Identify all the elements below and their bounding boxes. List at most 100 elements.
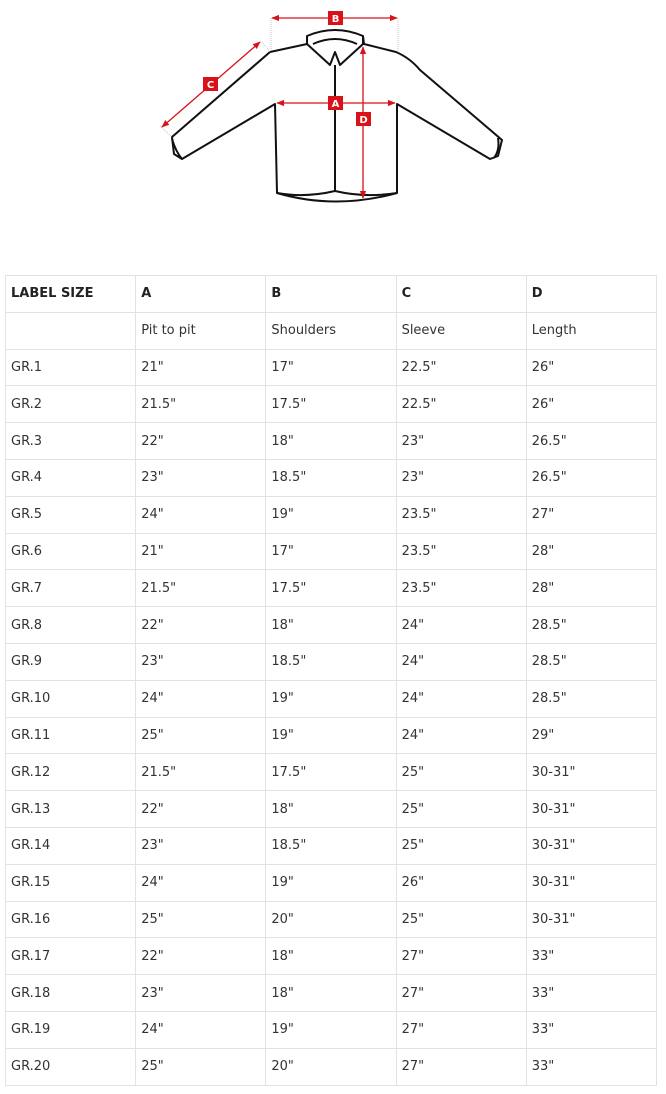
table-row: GR.8 22" 18" 24" 28.5"	[4, 606, 658, 644]
table-row: GR.12 21.5" 17.5" 25" 30-31"	[4, 753, 658, 792]
cell-sleeve: 25"	[395, 790, 527, 828]
cell-length: 26"	[525, 385, 658, 424]
subheader-length: Length	[525, 311, 658, 350]
cell-sleeve: 27"	[395, 1010, 527, 1049]
cell-sleeve: 25"	[395, 753, 527, 792]
cell-sleeve: 23.5"	[395, 495, 527, 534]
subheader-pit-to-pit: Pit to pit	[135, 311, 267, 350]
table-row: GR.3 22" 18" 23" 26.5"	[4, 422, 658, 460]
cell-pit-to-pit: 22"	[135, 937, 267, 976]
cell-shoulders: 17.5"	[265, 569, 397, 608]
cell-sleeve: 24"	[395, 606, 527, 644]
cell-size: GR.3	[4, 422, 137, 460]
cell-pit-to-pit: 21"	[135, 532, 267, 571]
cell-pit-to-pit: 22"	[135, 790, 267, 828]
cell-pit-to-pit: 25"	[135, 716, 267, 755]
cell-size: GR.8	[4, 606, 137, 644]
cell-pit-to-pit: 24"	[135, 863, 267, 902]
cell-size: GR.4	[4, 458, 137, 497]
cell-size: GR.1	[4, 348, 137, 387]
cell-pit-to-pit: 23"	[135, 642, 267, 681]
cell-shoulders: 19"	[265, 1010, 397, 1049]
guide-lines	[159, 18, 399, 138]
cell-sleeve: 24"	[395, 716, 527, 755]
table-row: GR.19 24" 19" 27" 33"	[4, 1010, 658, 1049]
cell-length: 33"	[525, 1047, 658, 1086]
cell-sleeve: 25"	[395, 900, 527, 939]
cell-sleeve: 24"	[395, 642, 527, 681]
cell-pit-to-pit: 24"	[135, 1010, 267, 1049]
table-row: GR.1 21" 17" 22.5" 26"	[4, 348, 658, 387]
table-subheader-row: Pit to pit Shoulders Sleeve Length	[4, 311, 658, 350]
cell-sleeve: 22.5"	[395, 385, 527, 424]
cell-shoulders: 18"	[265, 974, 397, 1012]
table-row: GR.14 23" 18.5" 25" 30-31"	[4, 826, 658, 865]
cell-sleeve: 27"	[395, 974, 527, 1012]
cell-length: 28"	[525, 569, 658, 608]
cell-pit-to-pit: 21.5"	[135, 569, 267, 608]
cell-length: 29"	[525, 716, 658, 755]
cell-shoulders: 18"	[265, 606, 397, 644]
cell-size: GR.5	[4, 495, 137, 534]
subheader-empty	[4, 311, 137, 350]
svg-text:C: C	[207, 80, 214, 91]
cell-length: 28.5"	[525, 679, 658, 718]
shirt-measurement-diagram: B A C D	[159, 11, 503, 203]
table-row: GR.11 25" 19" 24" 29"	[4, 716, 658, 755]
cell-sleeve: 22.5"	[395, 348, 527, 387]
cell-length: 30-31"	[525, 900, 658, 939]
cell-shoulders: 18.5"	[265, 458, 397, 497]
cell-size: GR.7	[4, 569, 137, 608]
cell-length: 26.5"	[525, 422, 658, 460]
cell-shoulders: 17"	[265, 348, 397, 387]
cell-shoulders: 18"	[265, 790, 397, 828]
cell-size: GR.11	[4, 716, 137, 755]
measure-label-a: A	[328, 96, 343, 110]
cell-size: GR.10	[4, 679, 137, 718]
cell-length: 33"	[525, 937, 658, 976]
cell-length: 30-31"	[525, 753, 658, 792]
cell-shoulders: 18.5"	[265, 642, 397, 681]
cell-sleeve: 27"	[395, 937, 527, 976]
cell-size: GR.15	[4, 863, 137, 902]
subheader-sleeve: Sleeve	[395, 311, 527, 350]
svg-text:B: B	[332, 14, 340, 25]
table-header-row: LABEL SIZE A B C D	[4, 275, 658, 313]
table-row: GR.16 25" 20" 25" 30-31"	[4, 900, 658, 939]
table-row: GR.17 22" 18" 27" 33"	[4, 937, 658, 976]
cell-size: GR.17	[4, 937, 137, 976]
measure-label-c: C	[203, 77, 218, 91]
cell-length: 33"	[525, 974, 658, 1012]
cell-size: GR.13	[4, 790, 137, 828]
cell-length: 30-31"	[525, 863, 658, 902]
size-chart-table: LABEL SIZE A B C D Pit to pit Shoulders …	[4, 275, 658, 1086]
cell-size: GR.6	[4, 532, 137, 571]
table-row: GR.13 22" 18" 25" 30-31"	[4, 790, 658, 828]
cell-pit-to-pit: 21"	[135, 348, 267, 387]
cell-shoulders: 17"	[265, 532, 397, 571]
table-row: GR.20 25" 20" 27" 33"	[4, 1047, 658, 1086]
header-b: B	[265, 275, 397, 313]
cell-sleeve: 26"	[395, 863, 527, 902]
cell-length: 33"	[525, 1010, 658, 1049]
table-row: GR.4 23" 18.5" 23" 26.5"	[4, 458, 658, 497]
cell-length: 26"	[525, 348, 658, 387]
cell-pit-to-pit: 23"	[135, 826, 267, 865]
cell-sleeve: 23"	[395, 422, 527, 460]
cell-shoulders: 19"	[265, 679, 397, 718]
cell-length: 28.5"	[525, 606, 658, 644]
svg-text:A: A	[332, 99, 340, 110]
cell-length: 27"	[525, 495, 658, 534]
table-row: GR.9 23" 18.5" 24" 28.5"	[4, 642, 658, 681]
cell-size: GR.14	[4, 826, 137, 865]
cell-shoulders: 17.5"	[265, 753, 397, 792]
cell-shoulders: 19"	[265, 716, 397, 755]
cell-length: 30-31"	[525, 826, 658, 865]
cell-pit-to-pit: 22"	[135, 606, 267, 644]
svg-text:D: D	[359, 115, 367, 126]
cell-size: GR.9	[4, 642, 137, 681]
cell-shoulders: 20"	[265, 1047, 397, 1086]
header-label-size: LABEL SIZE	[4, 275, 137, 313]
cell-shoulders: 17.5"	[265, 385, 397, 424]
header-d: D	[525, 275, 658, 313]
